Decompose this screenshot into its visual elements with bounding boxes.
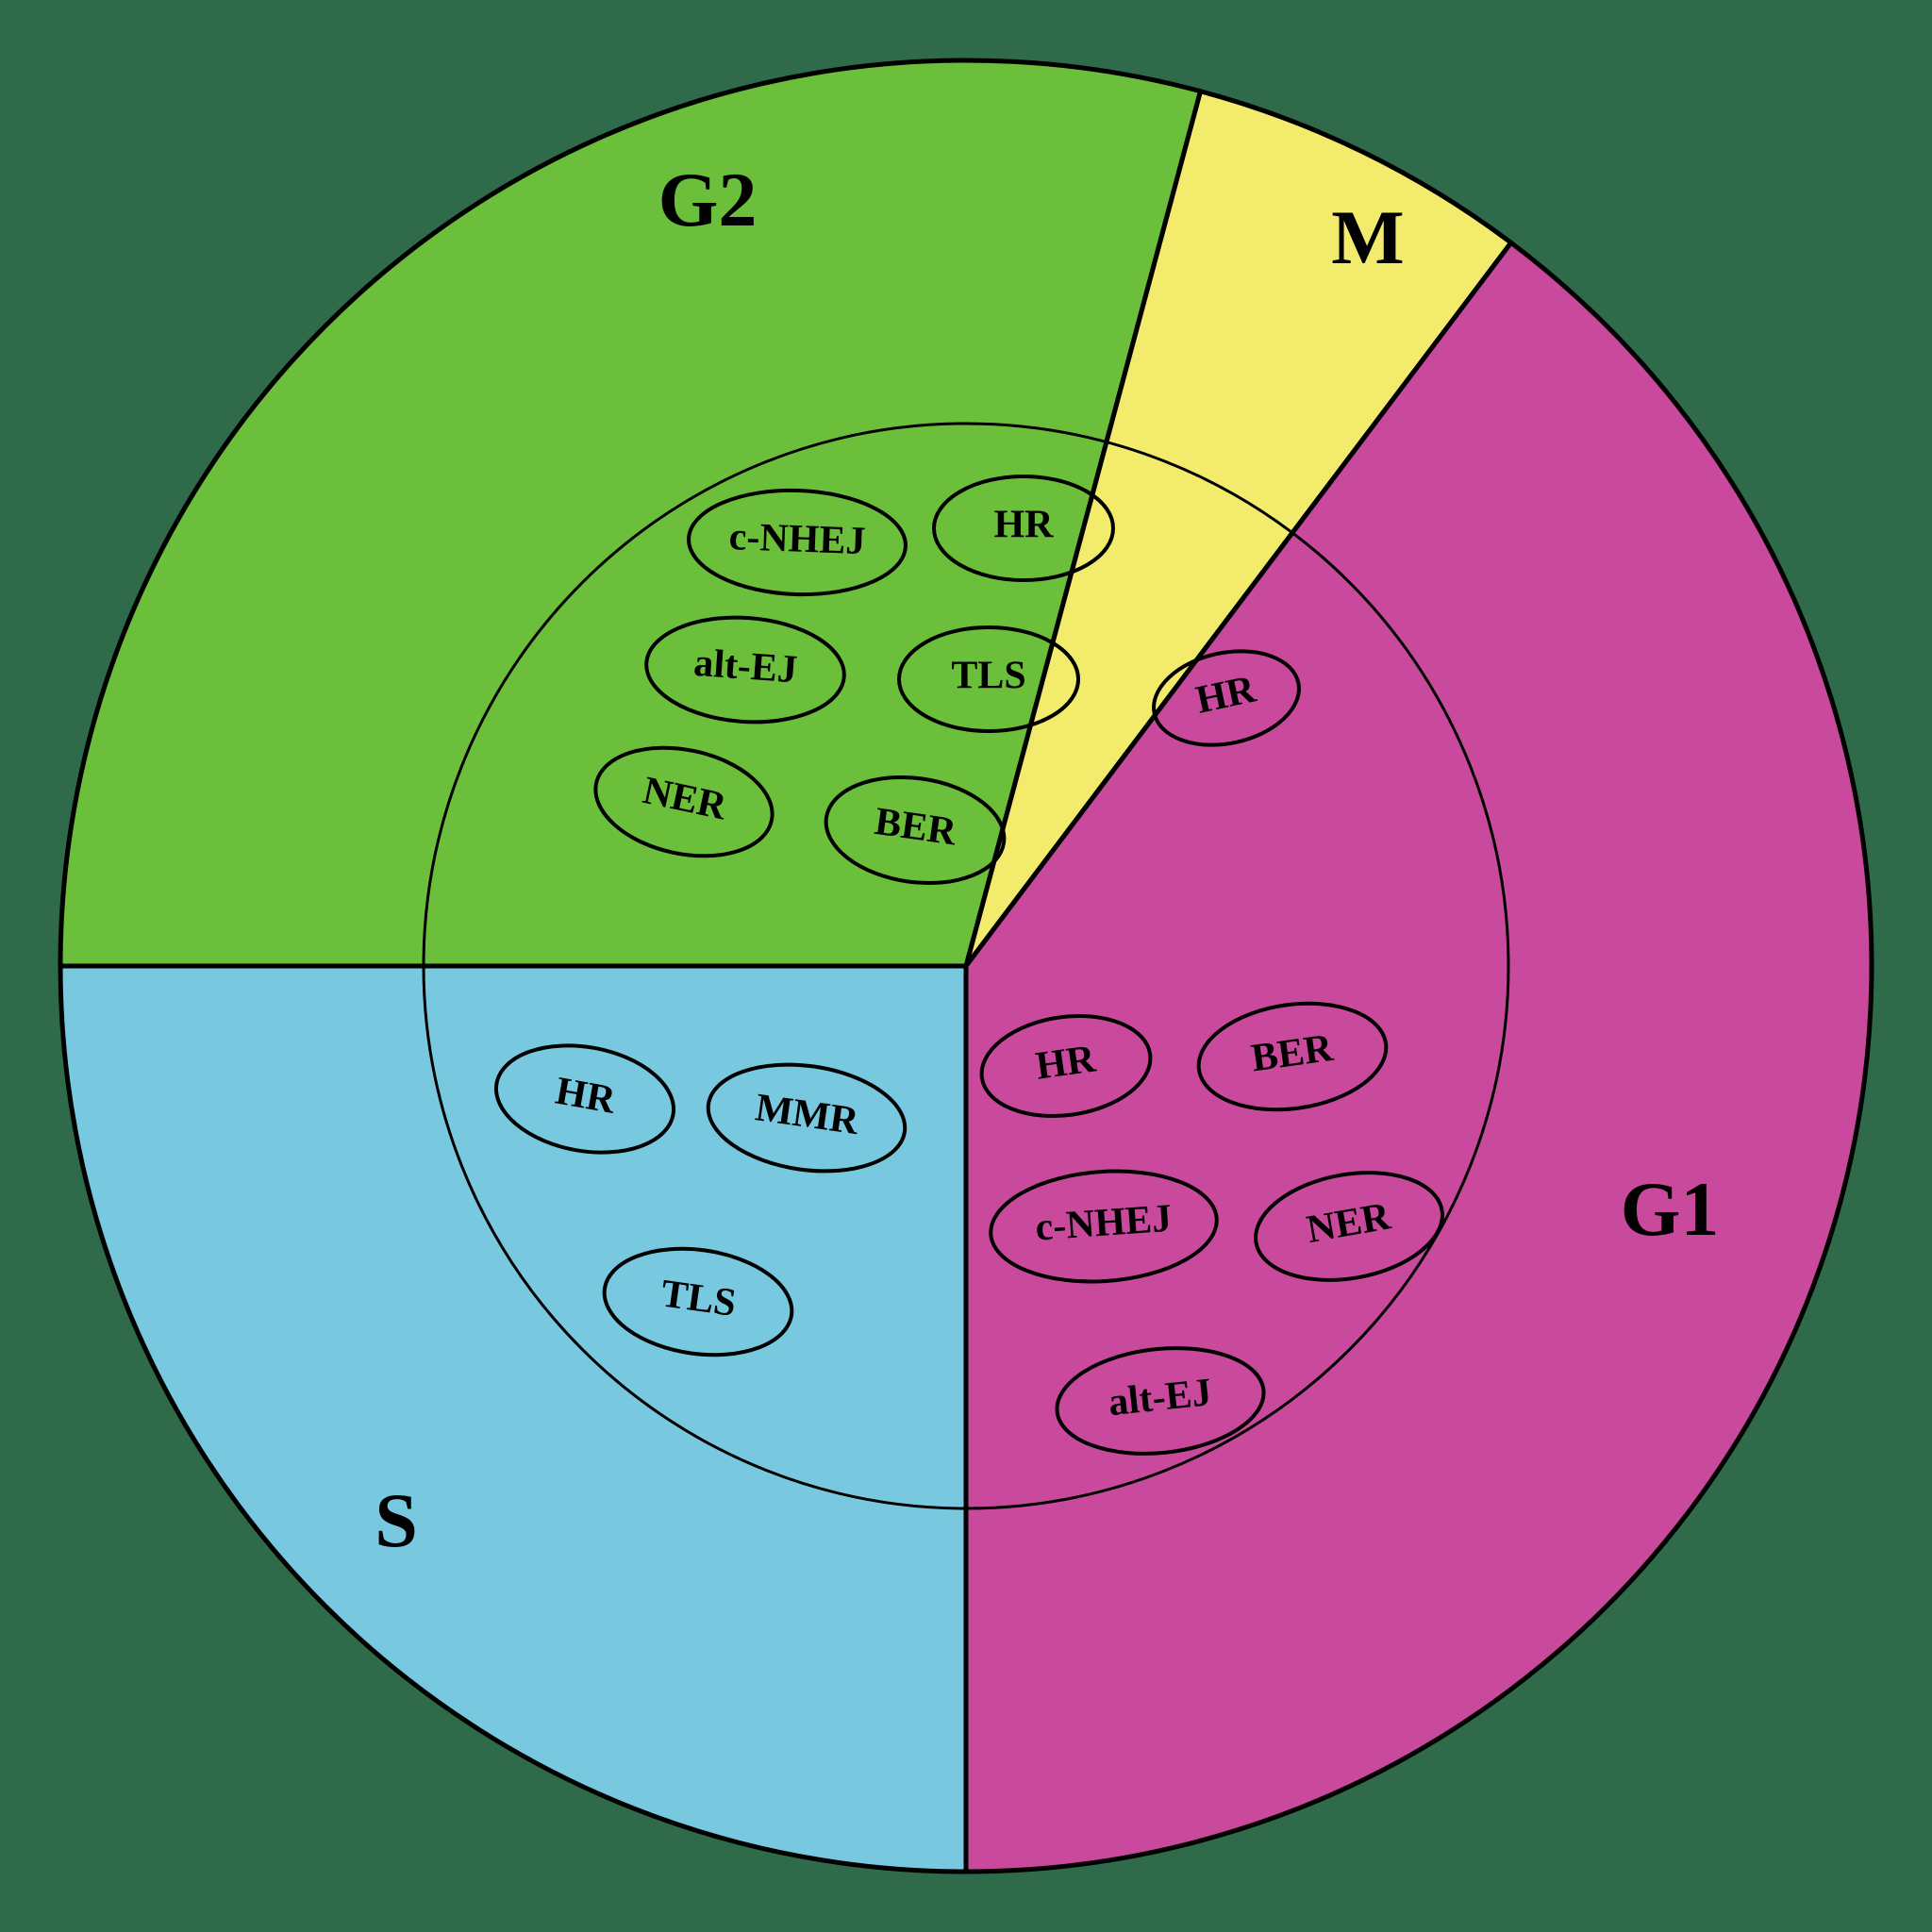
phase-sectors [60,60,1872,1872]
phase-label-s: S [375,1477,418,1563]
bubble-label: HR [994,504,1055,547]
phase-label-g1: G1 [1621,1166,1720,1252]
bubble-label: alt-EJ [692,641,799,692]
bubble-label: TLS [951,655,1025,698]
bubble-label: c-NHEJ [728,515,866,563]
cell-cycle-diagram: HRHRc-NHEJTLSalt-EJNERBERHRMMRTLSHRBERc-… [0,0,1932,1932]
bubble-label: HR [1033,1037,1098,1088]
phase-label-m: M [1331,194,1404,280]
phase-label-g2: G2 [658,157,758,242]
